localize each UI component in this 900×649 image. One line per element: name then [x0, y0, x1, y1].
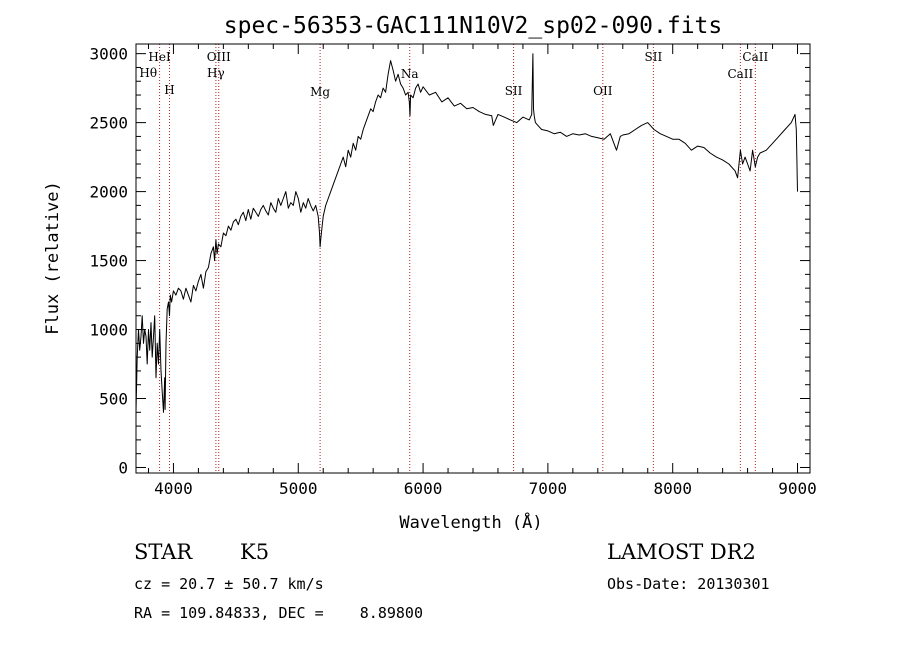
subclass: K5	[240, 540, 270, 564]
spectral-line-label: HeI	[148, 50, 171, 64]
x-tick-label: 4000	[154, 479, 193, 498]
x-axis-ticks: 4000 5000 6000 7000 8000 9000	[147, 44, 817, 498]
plot-frame	[135, 43, 811, 474]
y-tick-label: 2000	[89, 183, 128, 202]
y-tick-label: 0	[118, 458, 128, 477]
x-tick-label: 9000	[778, 479, 817, 498]
x-tick-label: 5000	[279, 479, 318, 498]
x-tick-label: 8000	[653, 479, 692, 498]
y-axis-ticks: 0 500 1000 1500 2000 2500 3000	[89, 45, 810, 477]
spectral-line-labels: HeI Hθ H OIII Hγ Mg Na SII OII SII CaII CaII	[139, 50, 768, 99]
survey-name: LAMOST DR2	[607, 540, 756, 564]
spectral-line-label: Na	[401, 67, 419, 81]
spectral-line-label: Hγ	[207, 66, 225, 80]
spectral-line-label: SII	[505, 84, 523, 98]
y-axis-label: Flux (relative)	[43, 181, 63, 335]
obs-date: Obs-Date: 20130301	[607, 575, 770, 593]
chart-title: spec-56353-GAC111N10V2_sp02-090.fits	[224, 13, 723, 39]
spectral-line-label: CaII	[742, 50, 768, 64]
spectral-line-label: CaII	[727, 67, 753, 81]
spectral-line-label: SII	[645, 50, 663, 64]
spectrum-line	[135, 53, 798, 413]
y-tick-label: 3000	[89, 45, 128, 64]
spectrum-series-line	[135, 53, 798, 413]
coordinates-text: RA = 109.84833, DEC = 8.89800	[134, 604, 423, 622]
spectral-line-markers	[159, 44, 756, 473]
spectral-line-label: Hθ	[139, 66, 157, 80]
redshift-text: cz = 20.7 ± 50.7 km/s	[134, 575, 324, 593]
spectrum-chart: spec-56353-GAC111N10V2_sp02-090.fits HeI…	[43, 13, 817, 533]
y-tick-label: 1500	[89, 252, 128, 271]
spectral-line-label: OIII	[207, 50, 231, 64]
y-tick-label: 500	[99, 390, 128, 409]
x-tick-label: 6000	[404, 479, 443, 498]
y-tick-label: 2500	[89, 114, 128, 133]
y-tick-label: 1000	[89, 321, 128, 340]
spectral-line-label: Mg	[310, 85, 330, 99]
spectral-line-label: H	[164, 83, 174, 97]
spectral-line-label: OII	[593, 84, 613, 98]
object-class: STAR	[134, 540, 193, 564]
x-axis-label: Wavelength (Å)	[399, 511, 542, 533]
x-tick-label: 7000	[529, 479, 568, 498]
